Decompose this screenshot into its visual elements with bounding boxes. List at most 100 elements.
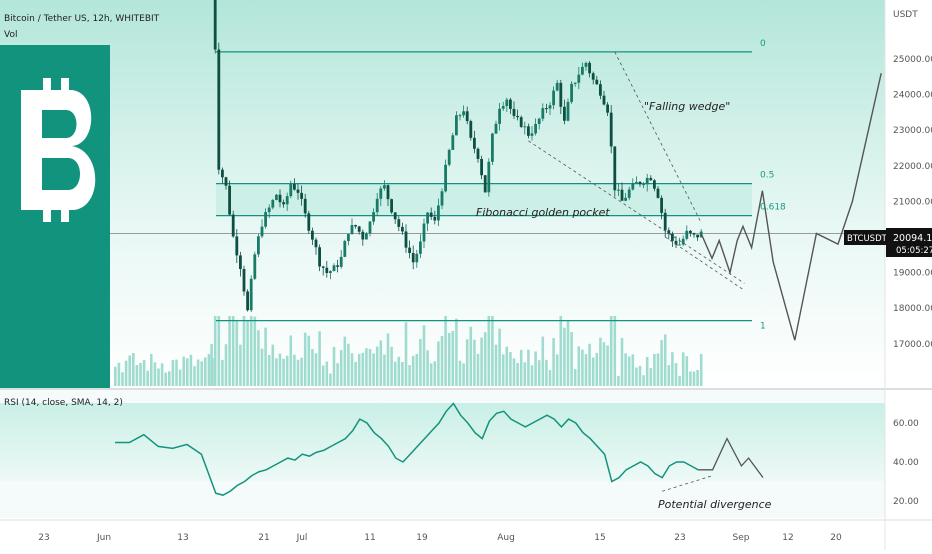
price-tick-label: 25000.00 [893, 55, 932, 65]
candle-body [656, 188, 660, 198]
price-tag-value: 20094.19 [893, 233, 932, 244]
fib-level-label: 1 [760, 322, 766, 332]
candle-body [415, 253, 419, 263]
candle-body [224, 177, 228, 186]
candle-body [516, 115, 519, 118]
volume-bar [239, 344, 242, 386]
candle-body [627, 189, 631, 198]
volume-bar [275, 358, 278, 386]
volume-bar [311, 349, 314, 386]
volume-bar [339, 350, 343, 386]
volume-bar [541, 336, 545, 386]
volume-bar [527, 349, 530, 386]
wedge-line [528, 140, 745, 284]
rsi-tick-label: 20.00 [893, 497, 919, 507]
candle-body [663, 212, 667, 231]
price-tick-label: 21000.00 [893, 197, 932, 207]
candle-body [487, 161, 491, 193]
volume-bar [332, 346, 336, 386]
volume-bar [153, 362, 157, 386]
volume-bar [602, 342, 606, 386]
volume-bar [480, 337, 483, 386]
candle-body [566, 101, 570, 121]
candle-body [642, 184, 645, 186]
time-tick-label: 19 [416, 533, 428, 543]
candle-body [264, 212, 267, 227]
volume-bar [146, 370, 149, 386]
volume-bar [505, 346, 509, 386]
volume-bar [401, 361, 404, 386]
volume-bar [329, 373, 332, 386]
candle-body [545, 108, 548, 110]
volume-bar [135, 365, 139, 386]
time-tick-label: 23 [674, 533, 685, 543]
volume-bar [132, 353, 135, 386]
volume-bar [512, 358, 516, 386]
candle-body [591, 73, 595, 80]
volume-bar [656, 353, 660, 386]
rsi-divergence-line [662, 475, 713, 492]
candle-body [681, 238, 685, 245]
time-tick-label: Aug [497, 533, 515, 543]
volume-bar [678, 375, 681, 386]
candle-body [278, 194, 282, 203]
rsi-line [115, 402, 764, 496]
candle-body [343, 241, 347, 257]
volume-bar [422, 325, 426, 386]
volume-bar [186, 358, 189, 386]
candle-body [329, 271, 332, 274]
candle-body [613, 146, 617, 191]
candle-body [548, 105, 552, 109]
candle-body [692, 233, 696, 235]
candle-body [527, 126, 530, 136]
volume-bar [365, 348, 368, 386]
fib-level-labels: 0 0.5 0.618 1 [760, 39, 786, 332]
rsi-tick-label: 60.00 [893, 419, 919, 429]
vol-label: Vol [4, 30, 17, 40]
time-tick-label: Sep [733, 533, 750, 543]
volume-bar [487, 316, 491, 386]
candle-body [217, 49, 221, 170]
volume-bar [613, 316, 617, 386]
volume-bar [189, 354, 193, 386]
volume-bar [519, 349, 523, 386]
volume-bar [235, 319, 239, 386]
volume-bar [121, 372, 124, 386]
volume-bar [196, 359, 200, 386]
candle-body [257, 236, 260, 255]
volume-bar [635, 367, 638, 386]
candle-body [357, 226, 361, 232]
volume-bar [325, 361, 329, 386]
volume-bar [321, 365, 325, 386]
volume-bar [681, 352, 685, 386]
volume-bar [303, 332, 307, 386]
candle-body [408, 247, 411, 254]
time-tick-label: 23 [38, 533, 49, 543]
volume-bar [653, 353, 656, 386]
candle-body [379, 188, 383, 199]
candle-body [426, 212, 429, 224]
candle-body [285, 196, 289, 205]
candle-body [451, 135, 455, 150]
wedge-line [664, 236, 745, 291]
volume-bar [224, 344, 228, 386]
volume-bar [379, 340, 383, 386]
volume-bar [386, 333, 390, 386]
candle-body [339, 256, 343, 267]
volume-bar [260, 348, 264, 386]
candle-body [512, 108, 516, 116]
candle-body [573, 82, 577, 84]
candle-body [649, 177, 653, 181]
volume-bar [117, 362, 121, 386]
volume-bar [253, 316, 257, 386]
volume-bar [157, 368, 160, 386]
volume-bar [534, 351, 537, 386]
time-tick-label: 12 [782, 533, 793, 543]
candle-body [440, 191, 444, 206]
volume-bar [631, 354, 635, 386]
volume-bar [175, 359, 178, 386]
price-tick-label: 18000.00 [893, 304, 932, 314]
volume-bar [150, 353, 153, 386]
volume-bar [419, 338, 422, 386]
